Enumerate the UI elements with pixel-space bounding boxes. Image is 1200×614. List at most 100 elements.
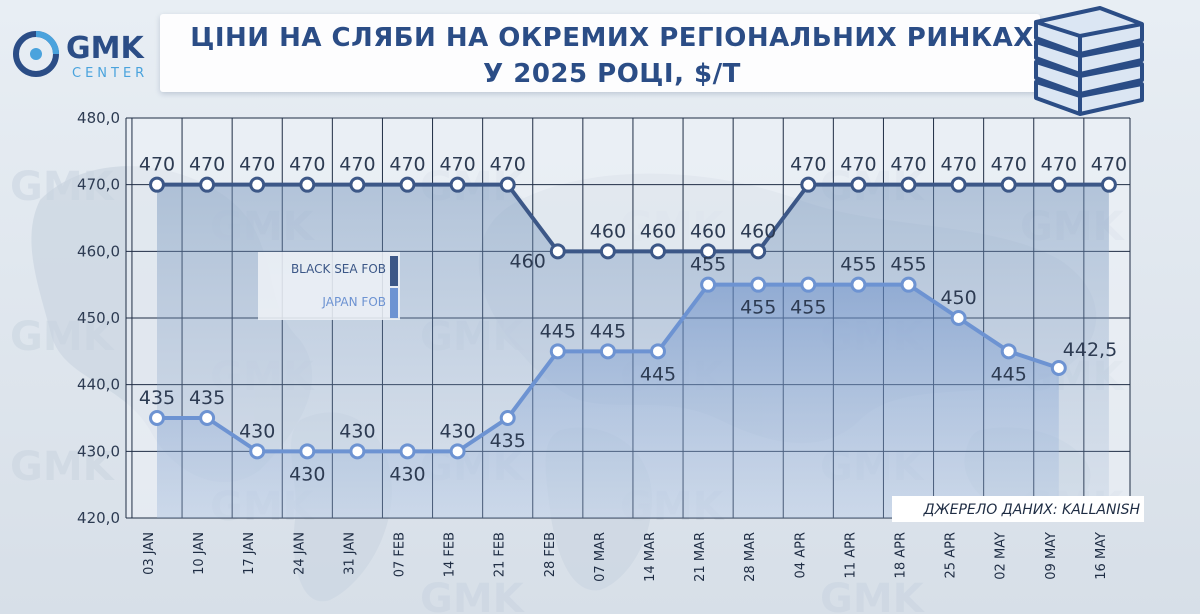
plot-area: 420,0 430,0 440,0 450,0 460,0 470,0 480,0 03 JA… [77, 109, 1131, 582]
y-tick-label: 430,0 [77, 442, 120, 460]
data-point-japan [299, 443, 316, 460]
data-label-black-sea: 460 [590, 220, 626, 242]
data-label-japan: 445 [991, 363, 1027, 385]
legend-swatch-japan [390, 288, 398, 318]
data-point-black-sea [549, 243, 566, 260]
y-tick-label: 440,0 [77, 376, 120, 394]
title-banner: ЦІНИ НА СЛЯБИ НА ОКРЕМИХ РЕГІОНАЛЬНИХ РИ… [160, 14, 1040, 92]
x-tick-label: 28 FEB [543, 532, 558, 577]
data-label-black-sea: 470 [991, 154, 1027, 176]
logo-ring-icon [13, 31, 59, 77]
data-point-black-sea [599, 243, 616, 260]
data-label-black-sea: 460 [690, 220, 726, 242]
data-label-japan: 430 [389, 463, 425, 485]
data-point-japan [1000, 343, 1017, 360]
x-tick-label: 17 JAN [242, 532, 257, 575]
data-label-japan: 435 [490, 430, 526, 452]
data-point-japan [349, 443, 366, 460]
data-label-black-sea: 470 [389, 154, 425, 176]
data-label-japan: 455 [840, 254, 876, 276]
x-tick-label: 28 MAR [743, 532, 758, 582]
data-label-japan: 455 [740, 297, 776, 319]
data-label-japan: 455 [790, 297, 826, 319]
data-point-black-sea [349, 176, 366, 193]
data-label-black-sea: 460 [740, 220, 776, 242]
data-label-black-sea: 470 [790, 154, 826, 176]
data-label-japan: 430 [439, 420, 475, 442]
data-point-japan [449, 443, 466, 460]
data-point-black-sea [700, 243, 717, 260]
y-tick-label: 470,0 [77, 176, 120, 194]
data-label-black-sea: 470 [289, 154, 325, 176]
legend-swatch-black-sea [390, 256, 398, 286]
data-label-black-sea: 470 [239, 154, 275, 176]
data-point-black-sea [950, 176, 967, 193]
x-tick-label: 16 MAY [1094, 532, 1109, 580]
series-line-black-sea [157, 182, 1109, 254]
data-point-japan [800, 276, 817, 293]
legend: BLACK SEA FOB JAPAN FOB [258, 252, 400, 320]
data-point-japan [1050, 360, 1067, 376]
data-label-japan: 435 [189, 387, 225, 409]
data-point-black-sea [1000, 176, 1017, 193]
data-point-japan [249, 443, 266, 460]
y-tick-label: 450,0 [77, 309, 120, 327]
data-label-japan: 450 [940, 287, 976, 309]
x-tick-label: 14 MAR [643, 532, 658, 582]
chart-title-line2: У 2025 РОЦІ, $/Т [483, 59, 741, 89]
data-point-black-sea [750, 243, 767, 260]
data-label-japan: 435 [139, 387, 175, 409]
data-label-black-sea: 460 [640, 220, 676, 242]
gmk-center-logo: GMK CENTER [13, 31, 148, 81]
data-label-japan: 430 [289, 463, 325, 485]
x-tick-label: 21 MAR [693, 532, 708, 582]
data-point-black-sea [1050, 176, 1067, 193]
data-label-black-sea: 470 [439, 154, 475, 176]
data-point-black-sea [149, 176, 165, 193]
x-tick-label: 07 MAR [593, 532, 608, 582]
x-tick-label: 03 JAN [142, 532, 157, 575]
x-tick-label: 14 FEB [443, 532, 458, 577]
data-label-black-sea: 470 [490, 154, 526, 176]
data-point-black-sea [399, 176, 416, 193]
data-label-black-sea: 460 [510, 250, 546, 272]
data-point-black-sea [650, 243, 666, 260]
svg-text:GMK: GMK [10, 164, 116, 210]
source-note: ДЖЕРЕЛО ДАНИХ: KALLANISH [923, 502, 1141, 518]
legend-item-japan: JAPAN FOB [321, 288, 398, 318]
data-point-japan [650, 343, 666, 360]
data-point-japan [850, 276, 867, 293]
data-point-japan [900, 276, 917, 293]
logo-sub-text: CENTER [72, 66, 148, 81]
legend-label-black-sea: BLACK SEA FOB [291, 262, 386, 276]
data-point-japan [599, 343, 616, 360]
legend-label-japan: JAPAN FOB [321, 295, 386, 309]
data-point-japan [399, 443, 416, 460]
y-tick-label: 480,0 [77, 109, 120, 127]
series-japan: 435 435 430 430 430 430 430 435 445 445 445 455 455 4… [139, 254, 1117, 518]
y-tick-label: 420,0 [77, 509, 120, 527]
x-tick-label: 04 APR [793, 532, 808, 578]
data-label-japan: 430 [339, 420, 375, 442]
svg-text:GMK: GMK [10, 314, 116, 360]
source-note-box: ДЖЕРЕЛО ДАНИХ: KALLANISH [892, 496, 1144, 522]
y-tick-label: 460,0 [77, 242, 120, 260]
data-label-japan: 445 [590, 320, 626, 342]
data-point-japan [950, 310, 967, 326]
data-label-black-sea: 470 [139, 154, 175, 176]
x-tick-label: 09 MAY [1044, 532, 1059, 580]
svg-text:GMK: GMK [10, 444, 116, 490]
data-label-black-sea: 470 [890, 154, 926, 176]
data-point-japan [700, 276, 717, 293]
x-tick-label: 25 APR [944, 532, 959, 578]
x-tick-label: 10 JAN [192, 532, 207, 575]
series-area-japan [157, 284, 1059, 518]
data-label-japan: 445 [640, 363, 676, 385]
x-tick-label: 18 APR [894, 532, 909, 578]
logo-main-text: GMK [66, 31, 145, 66]
data-point-japan [549, 343, 566, 360]
x-tick-label: 21 FEB [493, 532, 508, 577]
x-tick-label: 07 FEB [393, 532, 408, 577]
data-point-black-sea [900, 176, 917, 193]
